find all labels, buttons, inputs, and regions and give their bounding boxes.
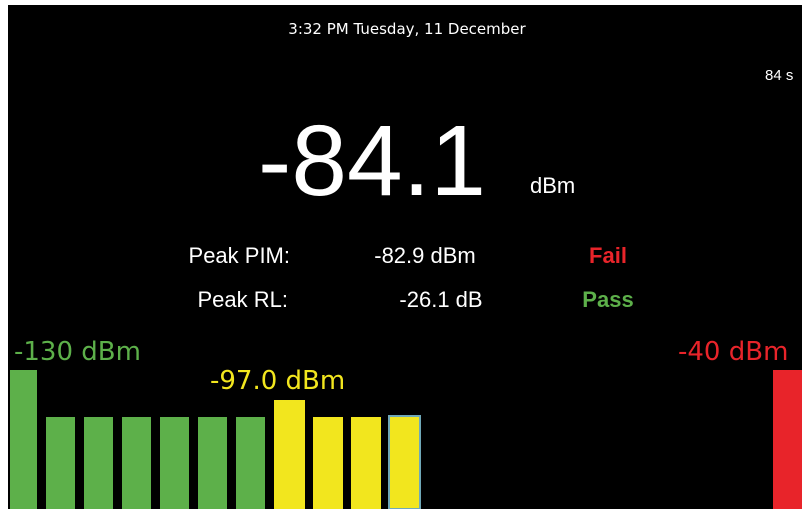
result-label: Peak PIM: bbox=[189, 243, 290, 268]
meter-bar bbox=[84, 417, 113, 509]
meter-current-label: -97.0 dBm bbox=[210, 366, 345, 396]
level-meter bbox=[10, 370, 802, 509]
meter-bar bbox=[10, 370, 37, 509]
meter-max-label: -40 dBm bbox=[678, 337, 788, 367]
meter-bar bbox=[274, 400, 305, 509]
result-label: Peak RL: bbox=[198, 287, 289, 312]
reading-value: -84.1 bbox=[258, 105, 486, 217]
meter-bar bbox=[351, 417, 381, 509]
meter-bar bbox=[773, 370, 802, 509]
meter-bar bbox=[313, 417, 343, 509]
meter-min-label: -130 dBm bbox=[14, 337, 141, 367]
result-status: Fail bbox=[589, 243, 627, 268]
meter-bar bbox=[388, 415, 421, 509]
result-value: -82.9 dBm bbox=[374, 243, 476, 268]
meter-bar bbox=[236, 417, 265, 509]
result-value: -26.1 dB bbox=[399, 287, 482, 312]
timer: 84 s bbox=[765, 67, 793, 84]
reading-unit: dBm bbox=[530, 173, 575, 198]
result-status: Pass bbox=[582, 287, 633, 312]
meter-bar bbox=[160, 417, 189, 509]
datetime: 3:32 PM Tuesday, 11 December bbox=[288, 20, 526, 38]
meter-bar bbox=[198, 417, 227, 509]
meter-bar bbox=[122, 417, 151, 509]
meter-bar bbox=[46, 417, 75, 509]
